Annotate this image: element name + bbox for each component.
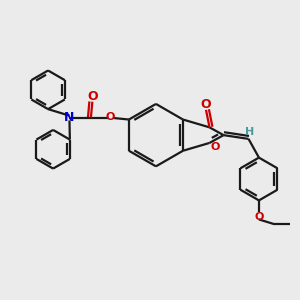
Text: N: N — [64, 111, 74, 124]
Text: H: H — [245, 127, 255, 137]
Text: O: O — [210, 142, 220, 152]
Text: O: O — [87, 90, 98, 103]
Text: O: O — [254, 212, 264, 222]
Text: O: O — [105, 112, 115, 122]
Text: O: O — [201, 98, 211, 111]
